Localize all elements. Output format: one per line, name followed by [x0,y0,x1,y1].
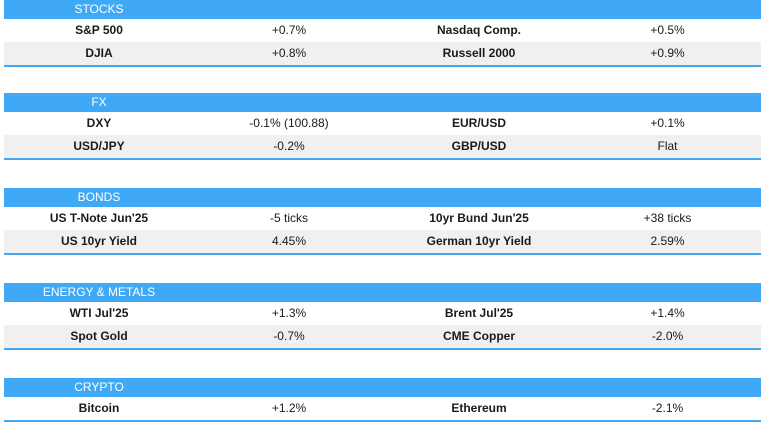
section-header: CRYPTO [4,378,761,397]
section-title: FX [91,95,107,109]
instrument-change: +0.9% [650,46,685,60]
instrument-change: +0.5% [650,23,685,37]
section-header: FX [4,93,761,112]
section-title: BONDS [77,190,121,204]
section-stocks: STOCKS S&P 500 +0.7% Nasdaq Comp. +0.5% … [4,0,761,67]
section-divider [4,65,761,67]
instrument-name: DXY [86,116,112,130]
section-title: ENERGY & METALS [42,285,156,299]
table-row: US 10yr Yield 4.45% German 10yr Yield 2.… [4,230,761,253]
instrument-name: USD/JPY [73,139,125,153]
section-divider [4,348,761,350]
instrument-change: -0.7% [273,329,305,343]
section-divider [4,253,761,255]
instrument-change: -2.0% [651,329,684,343]
instrument-change: +38 ticks [643,211,692,225]
table-row: Spot Gold -0.7% CME Copper -2.0% [4,325,761,348]
instrument-name: Ethereum [451,401,507,415]
instrument-change: +0.1% [650,116,685,130]
section-title: CRYPTO [74,380,124,394]
instrument-name: Bitcoin [78,401,120,415]
instrument-name: EUR/USD [451,116,506,130]
instrument-name: S&P 500 [75,23,123,37]
instrument-name: Russell 2000 [442,46,516,60]
table-row: WTI Jul'25 +1.3% Brent Jul'25 +1.4% [4,302,761,325]
section-divider [4,420,761,422]
table-row: US T-Note Jun'25 -5 ticks 10yr Bund Jun'… [4,207,761,230]
instrument-name: GBP/USD [451,139,507,153]
instrument-name: DJIA [85,46,113,60]
instrument-change: +1.4% [650,306,685,320]
instrument-change: +0.8% [271,46,307,60]
instrument-change: -5 ticks [269,211,308,225]
section-energy-metals: ENERGY & METALS WTI Jul'25 +1.3% Brent J… [4,283,761,350]
instrument-name: German 10yr Yield [426,234,532,248]
section-header: STOCKS [4,0,761,19]
table-row: Bitcoin +1.2% Ethereum -2.1% [4,397,761,420]
table-row: DJIA +0.8% Russell 2000 +0.9% [4,42,761,65]
instrument-name: 10yr Bund Jun'25 [429,211,529,225]
table-row: DXY -0.1% (100.88) EUR/USD +0.1% [4,112,761,135]
section-header: BONDS [4,188,761,207]
instrument-change: -0.2% [273,139,305,153]
section-fx: FX DXY -0.1% (100.88) EUR/USD +0.1% USD/… [4,93,761,160]
instrument-name: US 10yr Yield [60,234,138,248]
instrument-name: US T-Note Jun'25 [49,211,149,225]
instrument-name: WTI Jul'25 [69,306,129,320]
instrument-change: 2.59% [650,234,685,248]
section-crypto: CRYPTO Bitcoin +1.2% Ethereum -2.1% [4,378,761,422]
instrument-change: -2.1% [651,401,684,415]
instrument-name: CME Copper [443,329,515,343]
instrument-name: Nasdaq Comp. [436,23,521,37]
section-bonds: BONDS US T-Note Jun'25 -5 ticks 10yr Bun… [4,188,761,255]
table-row: USD/JPY -0.2% GBP/USD Flat [4,135,761,158]
instrument-change: +1.3% [271,306,307,320]
instrument-name: Spot Gold [70,329,128,343]
instrument-change: Flat [657,139,678,153]
table-row: S&P 500 +0.7% Nasdaq Comp. +0.5% [4,19,761,42]
instrument-change: -0.1% (100.88) [249,116,329,130]
instrument-change: +1.2% [271,401,307,415]
instrument-name: Brent Jul'25 [444,306,514,320]
section-title: STOCKS [74,2,124,16]
instrument-change: 4.45% [271,234,307,248]
section-header: ENERGY & METALS [4,283,761,302]
instrument-change: +0.7% [271,23,307,37]
section-divider [4,158,761,160]
